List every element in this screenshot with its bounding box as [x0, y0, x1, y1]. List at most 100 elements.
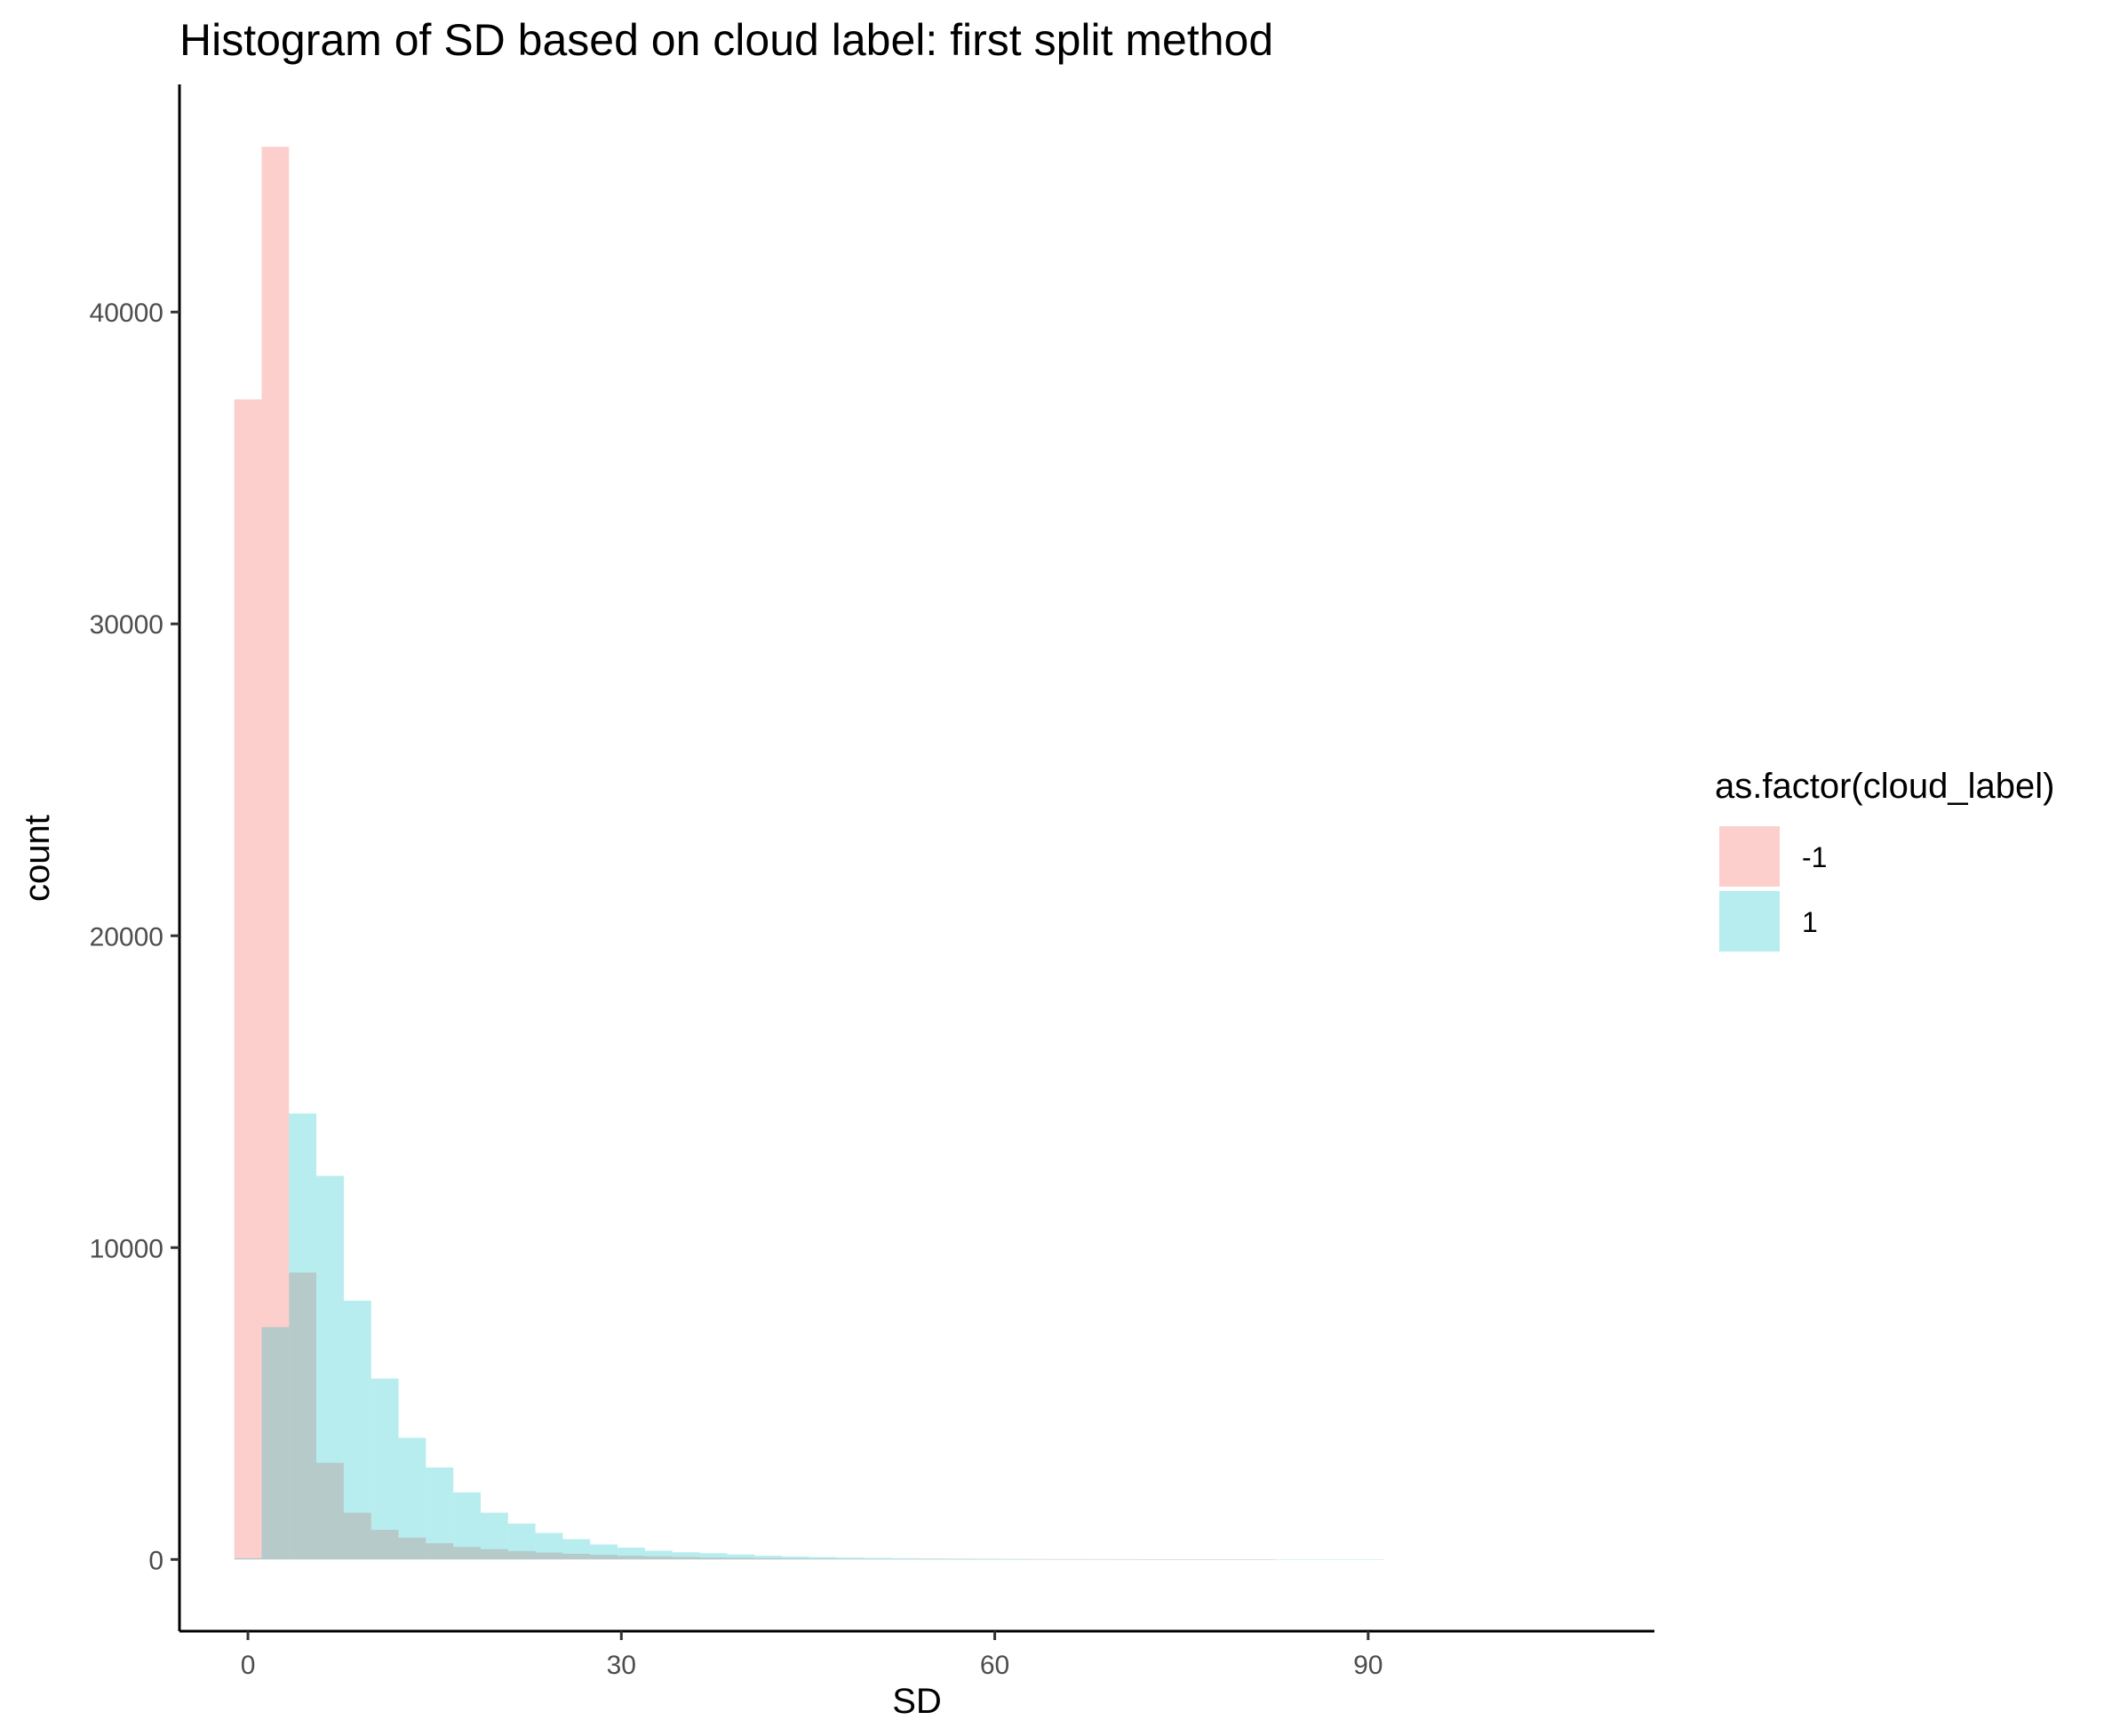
- bar-neg1-14: [618, 1556, 645, 1560]
- bar-neg1-10: [507, 1550, 536, 1560]
- bar-pos1-16: [672, 1552, 700, 1560]
- y-tick-label: 20000: [90, 922, 163, 952]
- bar-pos1-41: [1357, 1559, 1385, 1560]
- series-neg1-bars: [234, 147, 1275, 1560]
- bar-pos1-31: [1083, 1558, 1111, 1560]
- bar-neg1-22: [836, 1558, 865, 1560]
- legend-title: as.factor(cloud_label): [1715, 767, 2054, 806]
- bar-pos1-21: [809, 1557, 837, 1560]
- legend-swatch-neg1: [1719, 826, 1780, 887]
- bar-neg1-16: [672, 1557, 700, 1560]
- bar-neg1-1: [261, 147, 290, 1560]
- bar-neg1-20: [782, 1558, 809, 1560]
- bar-pos1-8: [453, 1492, 482, 1560]
- y-axis-title: count: [18, 815, 57, 902]
- bar-neg1-13: [590, 1555, 618, 1560]
- bar-neg1-24: [891, 1558, 920, 1560]
- bar-neg1-4: [343, 1512, 371, 1560]
- bar-pos1-30: [1056, 1558, 1084, 1560]
- bar-pos1-22: [836, 1557, 865, 1560]
- bar-pos1-7: [426, 1467, 454, 1560]
- bar-pos1-40: [1329, 1559, 1358, 1560]
- bar-pos1-14: [618, 1547, 645, 1560]
- bar-neg1-31: [1083, 1559, 1111, 1560]
- bar-pos1-5: [371, 1378, 399, 1560]
- bar-pos1-38: [1274, 1559, 1303, 1560]
- bar-pos1-4: [343, 1300, 371, 1560]
- bar-pos1-24: [891, 1557, 920, 1560]
- bar-pos1-2: [289, 1113, 317, 1560]
- bar-pos1-12: [562, 1539, 591, 1560]
- x-axis-title: SD: [892, 1682, 942, 1721]
- bar-pos1-0: [234, 1557, 262, 1560]
- bar-neg1-17: [699, 1557, 728, 1560]
- bar-neg1-23: [864, 1558, 892, 1560]
- bar-neg1-8: [453, 1547, 482, 1560]
- bar-neg1-37: [1247, 1559, 1275, 1560]
- bar-neg1-25: [919, 1558, 946, 1560]
- bar-neg1-30: [1056, 1559, 1084, 1560]
- bar-neg1-15: [644, 1556, 673, 1560]
- bar-pos1-25: [919, 1558, 946, 1560]
- legend-label-pos1: 1: [1802, 906, 1818, 938]
- legend-swatch-pos1: [1719, 891, 1780, 952]
- bar-pos1-36: [1220, 1559, 1247, 1560]
- y-tick-label: 30000: [90, 610, 163, 640]
- bar-neg1-27: [973, 1559, 1001, 1560]
- bar-pos1-6: [398, 1437, 426, 1560]
- bar-neg1-5: [371, 1529, 399, 1560]
- bar-neg1-9: [481, 1549, 508, 1560]
- x-tick-label: 30: [607, 1651, 636, 1680]
- bar-pos1-27: [973, 1558, 1001, 1560]
- bar-pos1-13: [590, 1544, 618, 1560]
- bar-neg1-2: [289, 1272, 317, 1560]
- bar-neg1-26: [945, 1558, 974, 1560]
- bar-neg1-3: [316, 1462, 344, 1560]
- bar-neg1-19: [754, 1557, 783, 1560]
- bar-neg1-0: [234, 399, 262, 1560]
- bar-neg1-12: [562, 1553, 591, 1560]
- bar-pos1-23: [864, 1557, 892, 1560]
- bar-pos1-28: [1000, 1558, 1029, 1560]
- bar-neg1-11: [535, 1552, 563, 1560]
- bar-pos1-1: [261, 1326, 290, 1560]
- legend: as.factor(cloud_label) -1 1: [1715, 767, 2054, 952]
- bar-neg1-34: [1165, 1559, 1193, 1560]
- bar-pos1-35: [1192, 1559, 1221, 1560]
- bar-neg1-28: [1000, 1559, 1029, 1560]
- x-tick-label: 60: [980, 1651, 1009, 1680]
- bar-neg1-32: [1110, 1559, 1138, 1560]
- bar-pos1-32: [1110, 1558, 1138, 1560]
- x-tick-label: 90: [1353, 1651, 1383, 1680]
- bar-pos1-20: [782, 1556, 809, 1560]
- bar-neg1-21: [809, 1558, 837, 1560]
- bar-neg1-29: [1028, 1559, 1056, 1560]
- bar-pos1-17: [699, 1553, 728, 1560]
- bar-pos1-37: [1247, 1559, 1275, 1560]
- bar-neg1-33: [1137, 1559, 1166, 1560]
- bar-pos1-33: [1137, 1558, 1166, 1560]
- x-tick-label: 0: [241, 1651, 256, 1680]
- bar-pos1-39: [1302, 1559, 1330, 1560]
- bar-neg1-7: [426, 1543, 454, 1560]
- bar-pos1-9: [481, 1512, 508, 1560]
- bar-pos1-15: [644, 1550, 673, 1560]
- x-axis-ticks: 0 30 60 90: [241, 1631, 1383, 1680]
- series-pos1-bars: [234, 1113, 1385, 1560]
- bar-pos1-18: [727, 1554, 755, 1560]
- bar-pos1-11: [535, 1533, 563, 1560]
- bar-pos1-26: [945, 1558, 974, 1560]
- bar-neg1-35: [1192, 1559, 1221, 1560]
- bar-pos1-34: [1165, 1559, 1193, 1560]
- chart-title: Histogram of SD based on cloud label: fi…: [179, 15, 1273, 65]
- legend-label-neg1: -1: [1802, 841, 1827, 873]
- bar-pos1-19: [754, 1556, 783, 1560]
- y-tick-label: 0: [148, 1546, 163, 1575]
- y-tick-label: 10000: [90, 1234, 163, 1263]
- bar-neg1-36: [1220, 1559, 1247, 1560]
- bar-pos1-10: [507, 1523, 536, 1560]
- bar-pos1-29: [1028, 1558, 1056, 1560]
- bar-neg1-6: [398, 1537, 426, 1560]
- y-tick-label: 40000: [90, 299, 163, 328]
